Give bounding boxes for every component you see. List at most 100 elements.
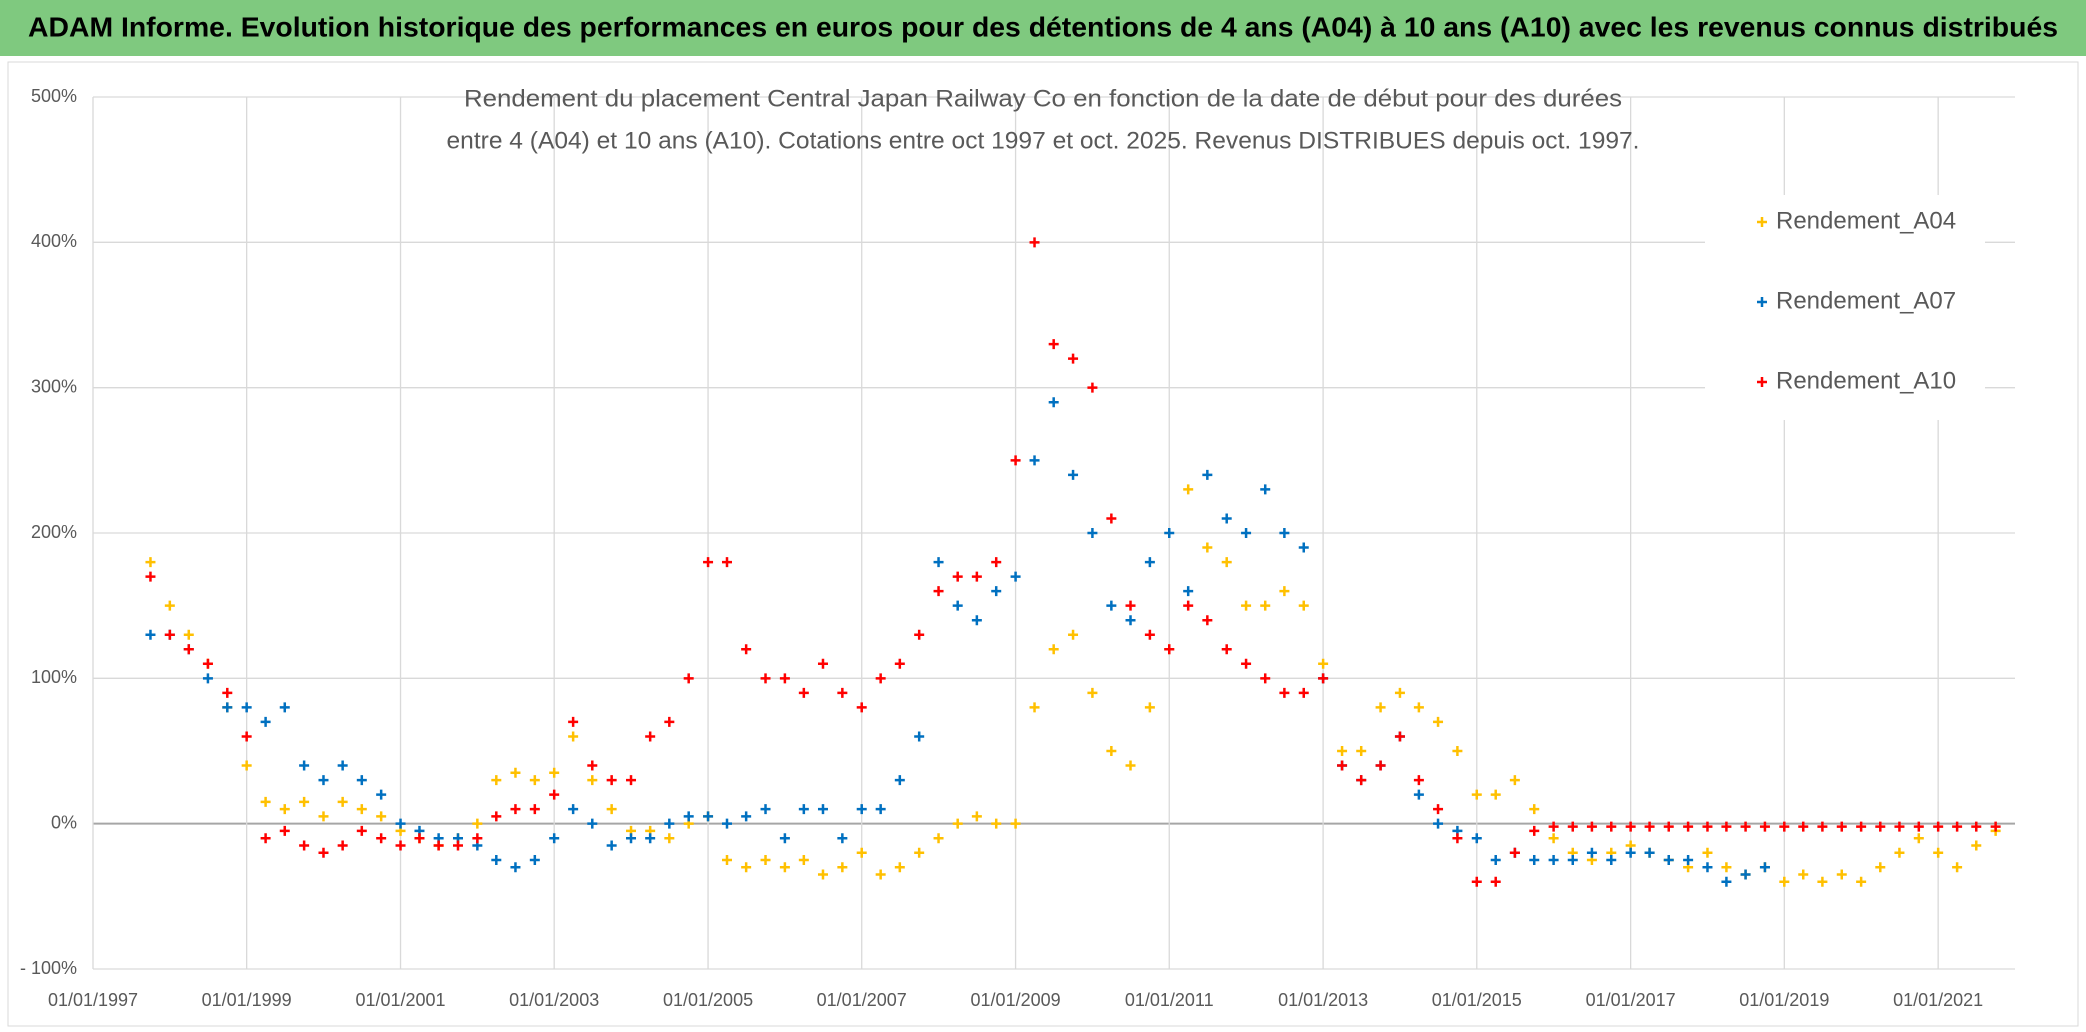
- point: [952, 571, 963, 582]
- point: [1894, 821, 1905, 832]
- point: [1663, 855, 1674, 865]
- y-tick-label: 200%: [31, 522, 77, 542]
- point: [164, 600, 175, 611]
- x-tick-label: 01/01/2021: [1893, 990, 1983, 1010]
- point: [491, 811, 502, 822]
- point: [1279, 687, 1290, 698]
- point: [856, 702, 867, 713]
- point: [626, 833, 637, 844]
- point: [1106, 513, 1117, 524]
- point: [1394, 731, 1405, 742]
- point: [260, 716, 271, 727]
- point: [1663, 821, 1674, 832]
- point: [529, 855, 540, 865]
- point: [1471, 876, 1482, 887]
- x-tick-label: 01/01/2009: [971, 990, 1061, 1010]
- point: [914, 629, 925, 640]
- point: [1183, 600, 1194, 611]
- point: [1567, 821, 1578, 832]
- point: [1606, 855, 1617, 865]
- point: [875, 869, 886, 880]
- point: [645, 833, 656, 844]
- point: [606, 775, 617, 786]
- point: [626, 775, 637, 786]
- point: [645, 731, 656, 742]
- point: [299, 796, 310, 807]
- point: [1241, 658, 1252, 669]
- point: [1721, 876, 1732, 887]
- point: [1202, 615, 1213, 626]
- point: [894, 775, 905, 786]
- point: [279, 825, 290, 836]
- x-tick-label: 01/01/2001: [355, 990, 445, 1010]
- point: [529, 775, 540, 786]
- point: [1509, 847, 1520, 858]
- point: [1048, 339, 1059, 350]
- point: [1048, 644, 1059, 655]
- point: [1375, 702, 1386, 713]
- point: [587, 760, 598, 771]
- point: [606, 804, 617, 815]
- point: [568, 731, 579, 742]
- point: [1106, 746, 1117, 756]
- point: [1702, 821, 1713, 832]
- point: [1048, 397, 1059, 408]
- point: [1144, 629, 1155, 640]
- point: [1702, 862, 1713, 873]
- point: [703, 811, 714, 822]
- point: [529, 804, 540, 815]
- legend-marker: [1757, 217, 1767, 227]
- point: [299, 760, 310, 771]
- point: [1010, 818, 1021, 829]
- point: [1952, 821, 1963, 832]
- point: [1318, 658, 1329, 669]
- point: [664, 818, 675, 829]
- point: [1817, 876, 1828, 887]
- legend-label: Rendement_A10: [1776, 367, 1956, 394]
- point: [1260, 673, 1271, 684]
- point: [1952, 862, 1963, 873]
- point: [971, 811, 982, 822]
- point: [1933, 821, 1944, 832]
- point: [1529, 855, 1540, 865]
- point: [1413, 775, 1424, 786]
- point: [817, 658, 828, 669]
- point: [202, 673, 213, 684]
- point: [510, 804, 521, 815]
- point: [145, 571, 156, 582]
- point: [1337, 760, 1348, 771]
- point: [1759, 862, 1770, 873]
- x-tick-label: 01/01/2005: [663, 990, 753, 1010]
- point: [1029, 455, 1040, 466]
- point: [1586, 847, 1597, 858]
- point: [241, 702, 252, 713]
- point: [1971, 840, 1982, 851]
- point: [241, 760, 252, 771]
- point: [760, 673, 771, 684]
- point: [837, 833, 848, 844]
- point: [1010, 571, 1021, 582]
- point: [183, 644, 194, 655]
- point: [933, 833, 944, 844]
- point: [1260, 600, 1271, 611]
- point: [1164, 644, 1175, 655]
- point: [1779, 876, 1790, 887]
- legend-label: Rendement_A07: [1776, 287, 1956, 314]
- point: [260, 833, 271, 844]
- point: [971, 571, 982, 582]
- y-tick-label: 300%: [31, 376, 77, 396]
- point: [1798, 821, 1809, 832]
- point: [1241, 600, 1252, 611]
- x-tick-label: 01/01/2007: [817, 990, 907, 1010]
- point: [798, 855, 809, 865]
- point: [356, 804, 367, 815]
- point: [318, 775, 329, 786]
- point: [145, 557, 156, 568]
- point: [1894, 847, 1905, 858]
- point: [337, 840, 348, 851]
- point: [952, 600, 963, 611]
- point: [894, 658, 905, 669]
- point: [510, 862, 521, 873]
- point: [837, 862, 848, 873]
- point: [741, 644, 752, 655]
